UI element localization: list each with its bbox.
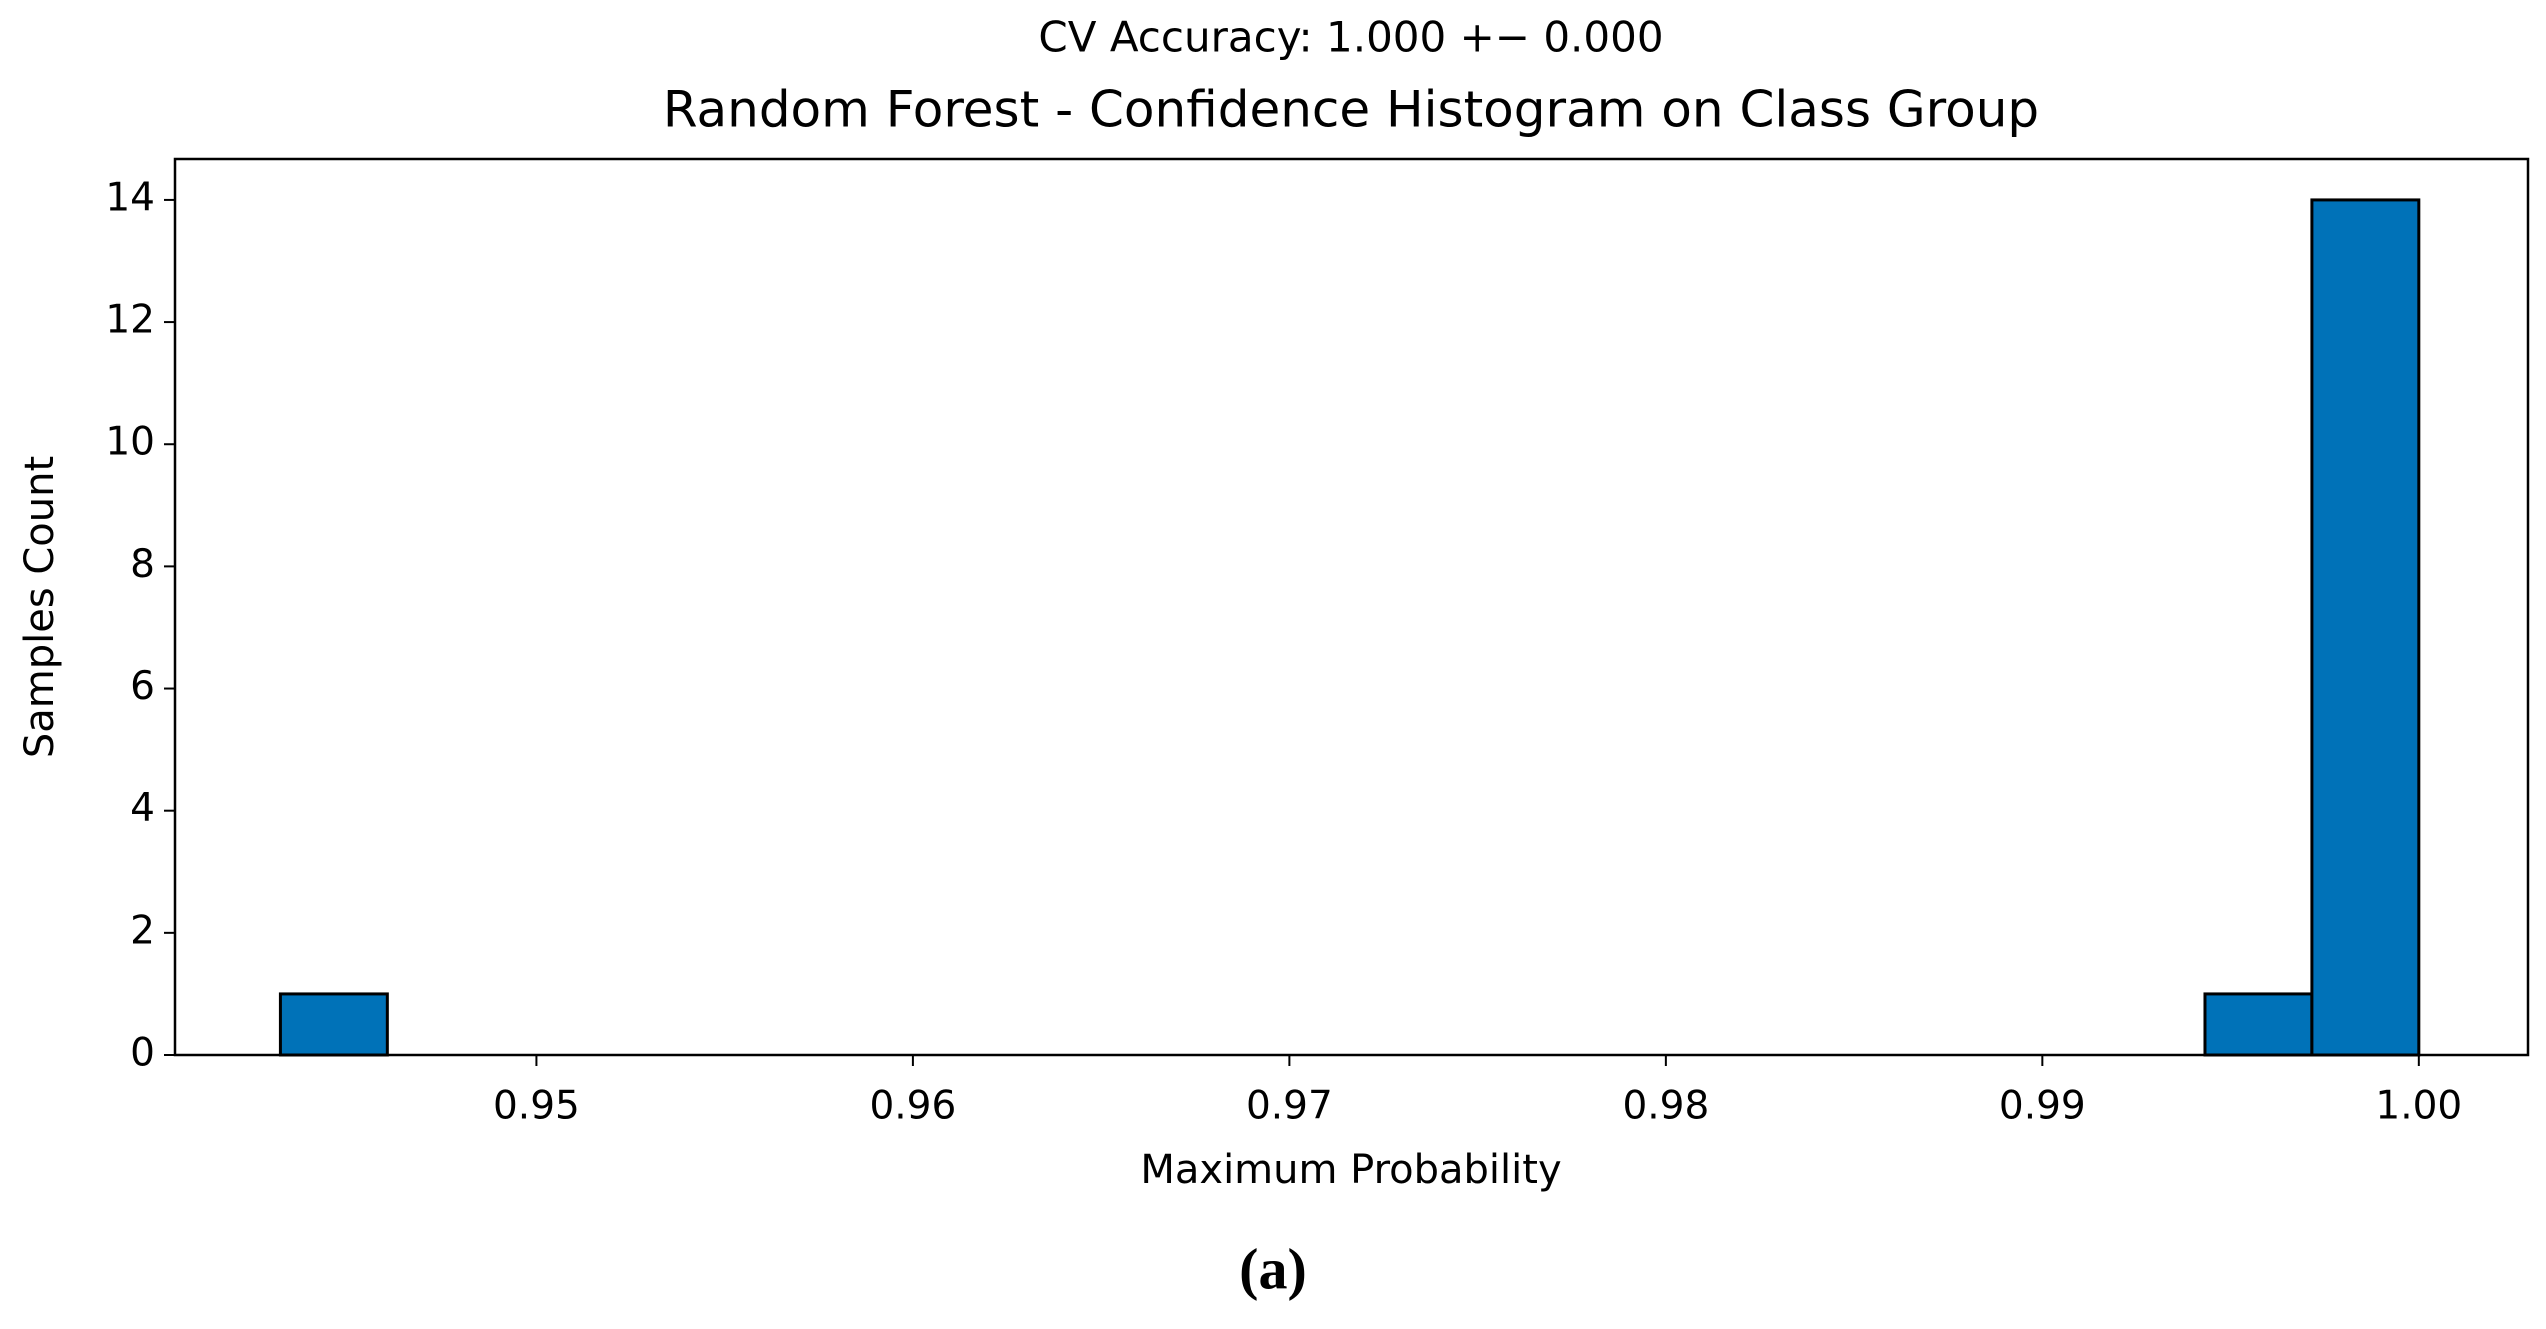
- y-tick-label: 10: [105, 420, 155, 465]
- x-tick-label: 0.97: [1246, 1084, 1333, 1129]
- y-axis-label: Samples Count: [17, 456, 63, 758]
- x-tick-label: 0.96: [869, 1084, 956, 1129]
- x-tick-label: 0.98: [1622, 1084, 1709, 1129]
- y-tick-label: 4: [130, 786, 155, 831]
- bar: [2310, 198, 2421, 1057]
- y-tick-label: 6: [130, 664, 155, 709]
- y-tick-label: 12: [105, 298, 155, 343]
- x-tick-label: 1.00: [2375, 1084, 2462, 1129]
- bar: [2203, 992, 2314, 1057]
- plot-frame: [173, 157, 2530, 1057]
- x-tick-label: 0.95: [493, 1084, 580, 1129]
- chart-title: Random Forest - Confidence Histogram on …: [663, 81, 2039, 139]
- x-axis-label: Maximum Probability: [1140, 1147, 1561, 1193]
- y-tick-label: 2: [130, 908, 155, 953]
- y-tick-label: 14: [105, 175, 155, 220]
- bar: [278, 992, 389, 1057]
- y-tick-label: 8: [130, 542, 155, 587]
- y-tick-label: 0: [130, 1031, 155, 1076]
- caption: (a): [1239, 1236, 1307, 1301]
- chart-subtitle: CV Accuracy: 1.000 +− 0.000: [1038, 13, 1663, 62]
- x-tick-label: 0.99: [1999, 1084, 2086, 1129]
